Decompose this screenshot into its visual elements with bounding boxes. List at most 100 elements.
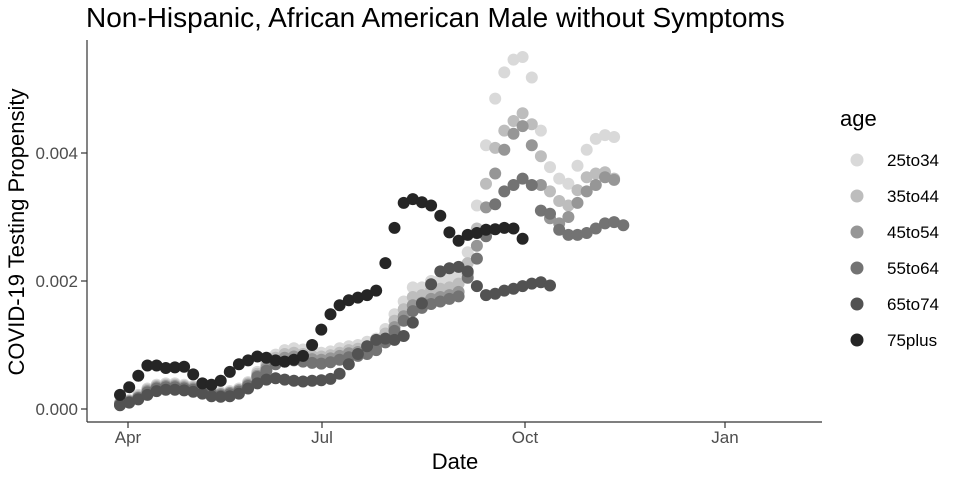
data-point bbox=[415, 196, 428, 209]
data-point bbox=[132, 393, 145, 406]
series-35to44 bbox=[114, 107, 621, 410]
data-point bbox=[388, 333, 401, 346]
data-point bbox=[361, 340, 374, 353]
data-point bbox=[168, 361, 181, 374]
data-point bbox=[534, 204, 547, 217]
x-tick-label: Jan bbox=[711, 428, 738, 447]
data-point bbox=[571, 184, 584, 197]
data-point bbox=[379, 332, 392, 345]
data-point bbox=[498, 66, 511, 79]
data-point bbox=[434, 282, 447, 295]
legend-key bbox=[850, 225, 864, 239]
data-point bbox=[141, 388, 154, 401]
data-point bbox=[315, 374, 328, 387]
data-point bbox=[507, 53, 520, 66]
data-point bbox=[498, 124, 511, 137]
data-point bbox=[443, 262, 456, 275]
data-point bbox=[388, 221, 401, 234]
data-point bbox=[534, 124, 547, 137]
data-point bbox=[324, 308, 337, 321]
data-point bbox=[342, 294, 355, 307]
legend-key bbox=[850, 297, 864, 311]
data-point bbox=[159, 383, 172, 396]
y-tick-label: 0.002 bbox=[35, 272, 78, 291]
data-point bbox=[544, 207, 556, 220]
data-point bbox=[599, 217, 611, 230]
y-tick-label: 0.000 bbox=[35, 400, 78, 419]
data-point bbox=[406, 316, 419, 329]
data-point bbox=[553, 223, 566, 236]
data-point bbox=[333, 367, 346, 380]
legend-key bbox=[850, 153, 864, 167]
data-point bbox=[507, 179, 520, 191]
data-point bbox=[406, 291, 419, 303]
data-point bbox=[214, 390, 227, 403]
data-point bbox=[525, 118, 538, 131]
data-point bbox=[397, 196, 410, 209]
data-point bbox=[580, 171, 593, 184]
data-point bbox=[525, 139, 538, 152]
data-point bbox=[406, 281, 419, 294]
data-point bbox=[498, 185, 511, 198]
data-point bbox=[168, 383, 181, 396]
data-point bbox=[589, 179, 602, 191]
data-point bbox=[178, 360, 191, 373]
data-point bbox=[324, 372, 337, 385]
data-point bbox=[480, 289, 492, 302]
legend: age 25to34 35to44 45to54 55to64 65to74 75plus bbox=[840, 106, 939, 350]
data-point bbox=[223, 365, 236, 378]
data-point bbox=[470, 199, 483, 212]
data-point bbox=[516, 172, 529, 185]
data-point bbox=[333, 353, 346, 366]
data-point bbox=[232, 387, 245, 400]
data-point bbox=[571, 196, 584, 209]
data-point bbox=[589, 167, 602, 180]
data-point bbox=[507, 222, 520, 235]
legend-label: 65to74 bbox=[887, 295, 939, 314]
data-point bbox=[498, 143, 511, 156]
data-point bbox=[525, 179, 538, 191]
data-point bbox=[443, 292, 456, 305]
data-point bbox=[452, 260, 465, 273]
data-point bbox=[123, 396, 136, 409]
data-point bbox=[278, 355, 291, 368]
data-point bbox=[580, 227, 593, 239]
data-point bbox=[205, 390, 218, 403]
data-point bbox=[251, 350, 264, 363]
data-point bbox=[534, 179, 547, 191]
data-point bbox=[498, 284, 511, 297]
data-point bbox=[470, 252, 483, 265]
y-tick-label: 0.004 bbox=[35, 144, 78, 163]
data-point bbox=[324, 356, 337, 369]
data-point bbox=[351, 291, 364, 304]
data-point bbox=[608, 131, 621, 143]
series-75plus bbox=[114, 193, 529, 401]
data-point bbox=[123, 381, 136, 394]
data-point bbox=[608, 173, 621, 186]
data-point bbox=[544, 279, 556, 292]
data-point bbox=[443, 271, 456, 284]
data-point bbox=[580, 143, 593, 156]
data-point bbox=[452, 277, 465, 290]
data-point bbox=[589, 222, 602, 235]
data-point bbox=[534, 150, 547, 163]
data-point bbox=[544, 185, 556, 198]
legend-key bbox=[850, 261, 864, 275]
legend-key bbox=[850, 189, 864, 203]
data-point bbox=[178, 384, 191, 397]
data-point bbox=[470, 280, 483, 293]
data-point bbox=[507, 127, 520, 140]
data-point bbox=[489, 223, 502, 236]
data-point bbox=[397, 330, 410, 342]
data-point bbox=[507, 115, 520, 127]
data-point bbox=[516, 120, 529, 133]
data-point bbox=[525, 277, 538, 290]
data-point bbox=[452, 234, 465, 247]
data-point bbox=[370, 333, 383, 346]
data-point bbox=[150, 385, 163, 398]
legend-label: 35to44 bbox=[887, 187, 939, 206]
data-point bbox=[406, 193, 419, 206]
data-point bbox=[507, 282, 520, 295]
data-point bbox=[370, 284, 383, 297]
